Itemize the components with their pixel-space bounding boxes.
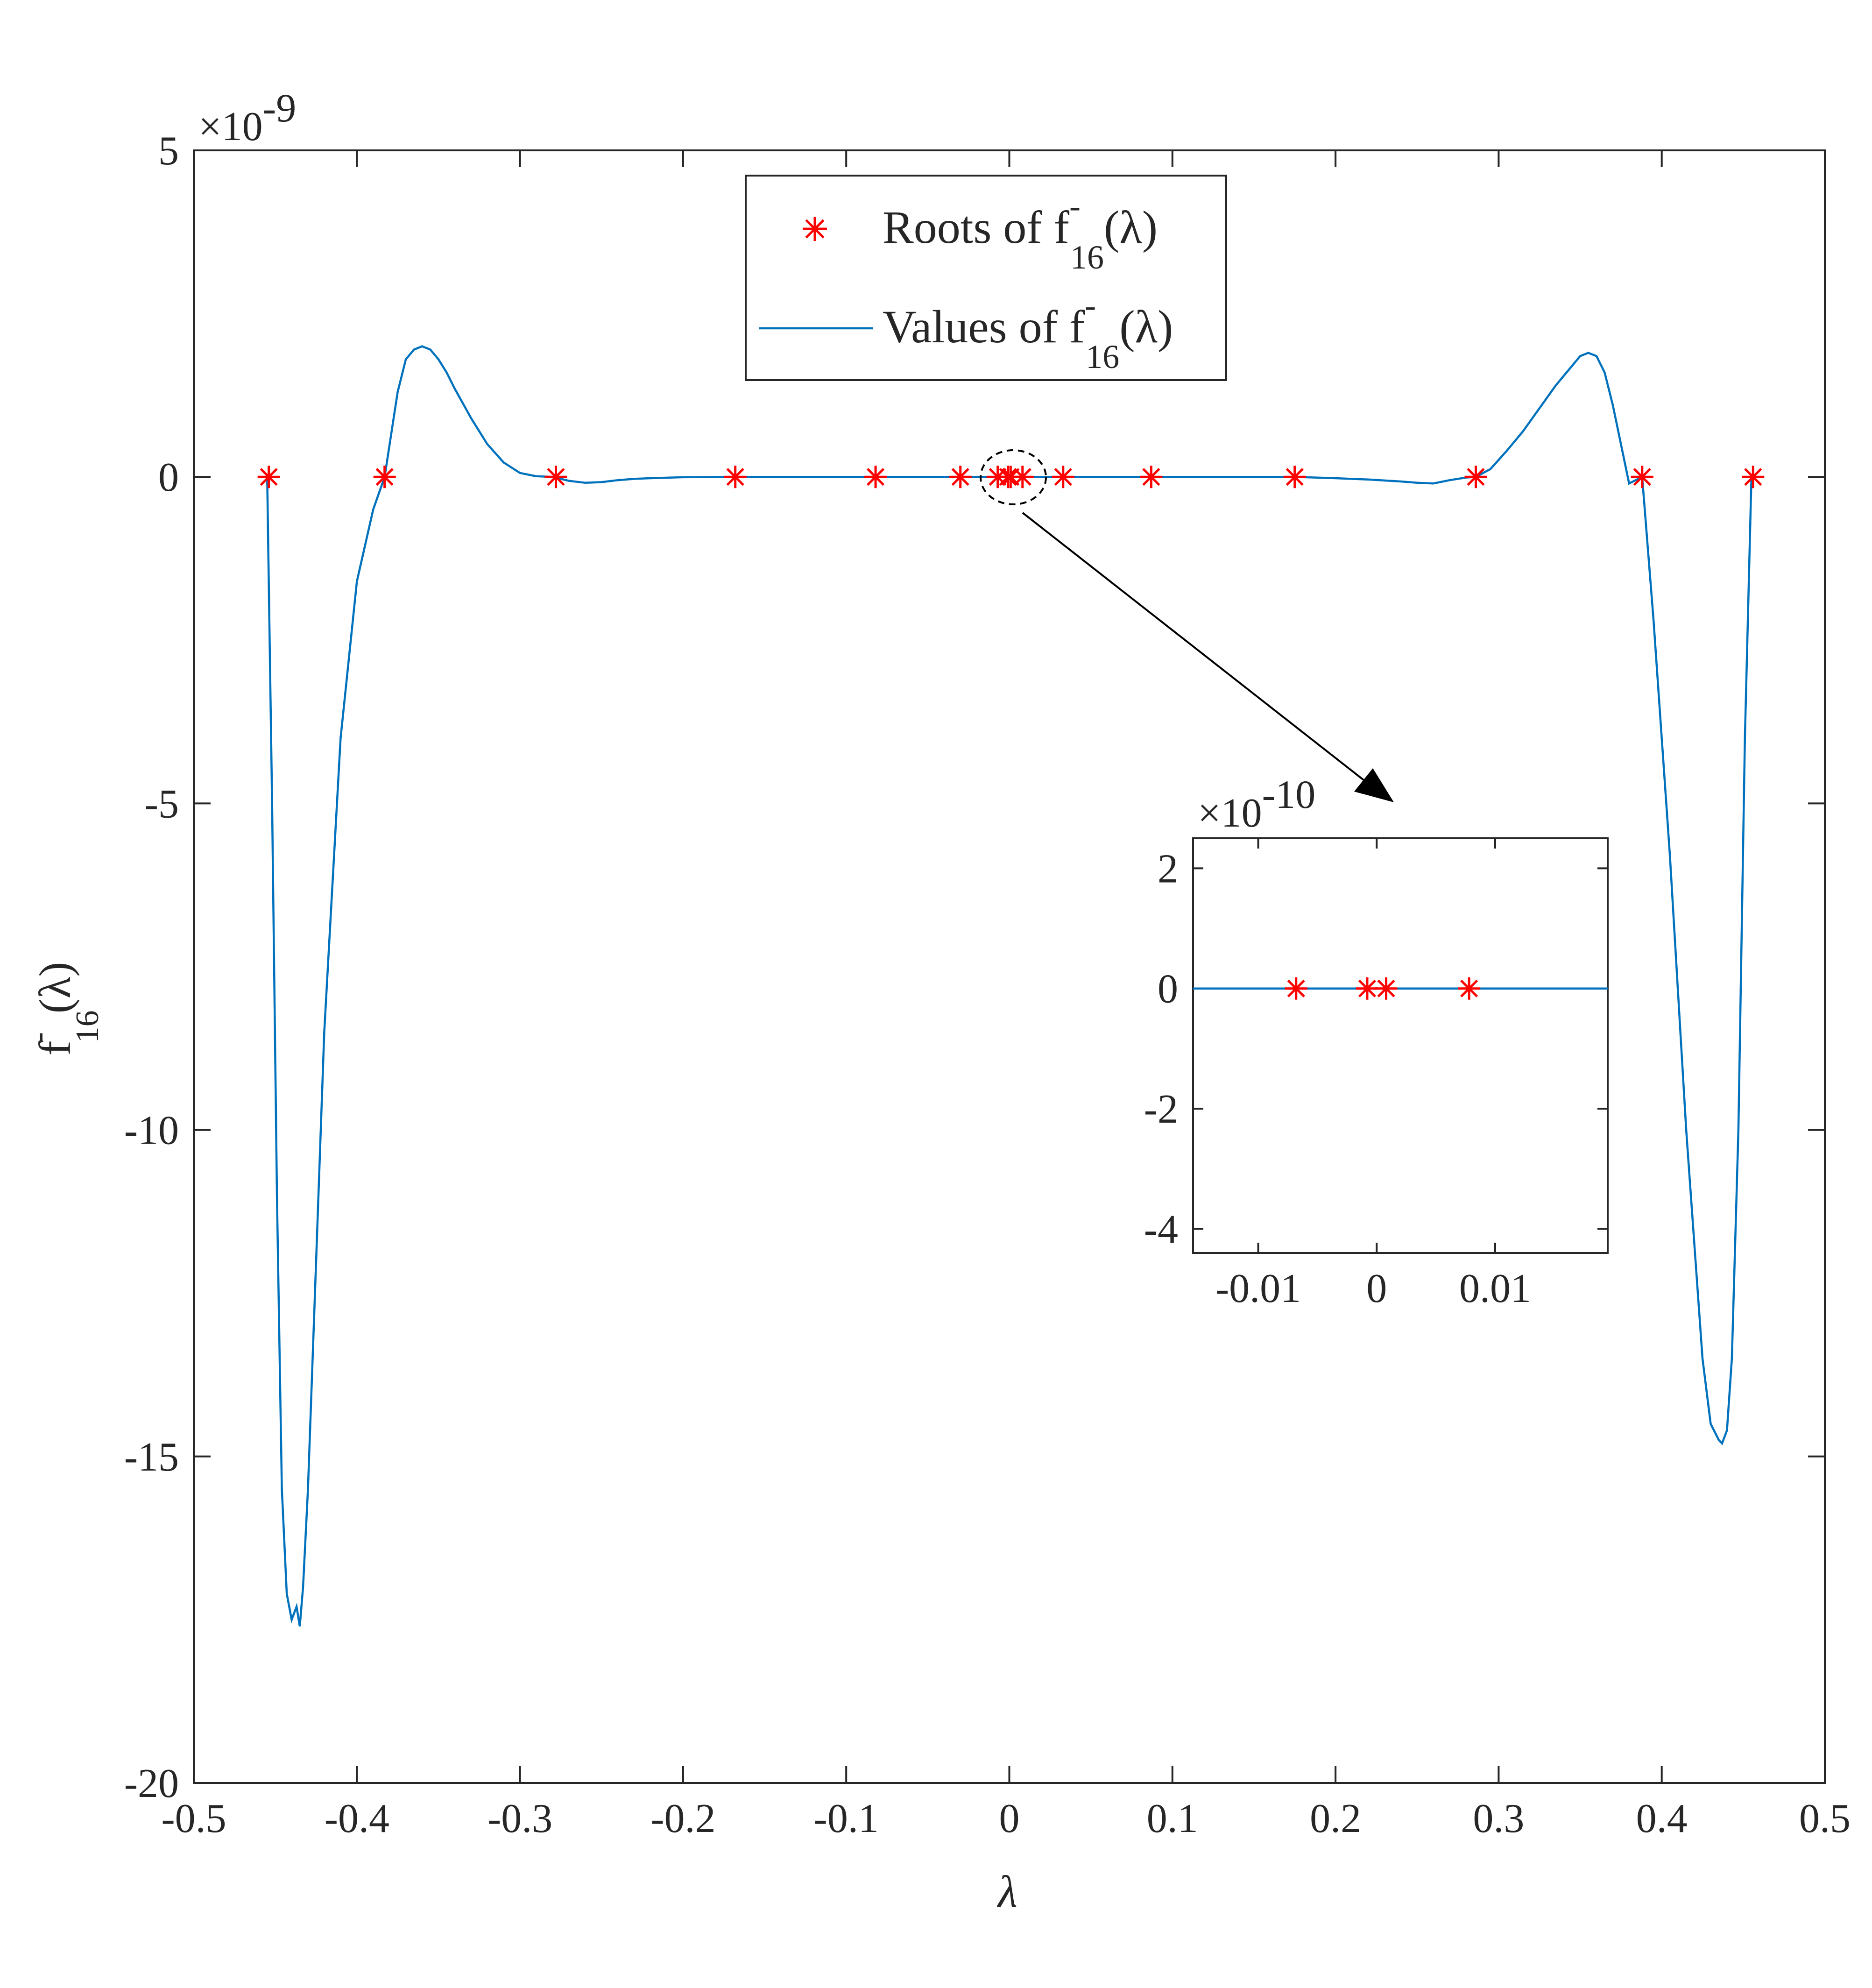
y-tick-label: 0	[158, 455, 179, 500]
x-tick-labels: -0.5 -0.4 -0.3 -0.2 -0.1 0 0.1 0.2 0.3 0.4 0.5	[161, 1796, 1851, 1841]
inset-y-tick-label: 2	[1158, 846, 1178, 891]
inset-x-tick-labels: -0.01 0 0.01	[1215, 1266, 1531, 1311]
legend-roots-sub: 16	[1070, 239, 1104, 276]
inset-root-marker	[1375, 977, 1398, 1000]
root-marker	[1464, 466, 1487, 488]
y-tick-label: -10	[124, 1108, 179, 1153]
y-exponent-label: ×10-9	[198, 85, 296, 149]
main-ticks	[193, 149, 1826, 1784]
root-marker	[1631, 466, 1653, 488]
x-tick-label: -0.3	[487, 1796, 552, 1841]
x-tick-label: 0.4	[1636, 1796, 1688, 1841]
legend-values-sub: 16	[1086, 338, 1119, 375]
inset-x-tick-label: 0	[1366, 1266, 1387, 1311]
root-marker	[257, 466, 280, 488]
y-axis-label-sup: -	[21, 1032, 57, 1043]
inset-y-exponent-label: ×10-10	[1198, 772, 1315, 836]
x-tick-label: -0.2	[650, 1796, 715, 1841]
y-axis-label: f16 - (λ)	[21, 962, 106, 1056]
zoom-ellipse	[980, 449, 1047, 505]
root-marker	[373, 466, 396, 488]
y-axis-label-sub: 16	[70, 1010, 106, 1043]
y-tick-label: -15	[124, 1435, 179, 1480]
legend-values-prefix: Values of f	[883, 301, 1085, 353]
inset-root-marker	[1285, 977, 1307, 1000]
legend-asterisk	[803, 217, 827, 241]
y-tick-label: -20	[124, 1761, 179, 1806]
inset-axes: -0.01 0 0.01 2 0 -2 -4	[1144, 837, 1609, 1311]
inset-x-tick-label: 0.01	[1459, 1266, 1531, 1311]
root-marker	[544, 466, 567, 488]
root-marker	[1011, 466, 1034, 488]
legend-values-suffix: (λ)	[1119, 301, 1173, 353]
legend-box	[745, 175, 1227, 381]
x-tick-label: -0.5	[161, 1796, 226, 1841]
inset-plot-frame	[1192, 837, 1609, 1254]
inset-root-marker	[1356, 977, 1378, 1000]
y-tick-label: -5	[145, 781, 179, 827]
legend-roots-sup: -	[1069, 187, 1081, 225]
x-tick-label: 0.1	[1147, 1796, 1198, 1841]
inset-y-tick-label: -2	[1144, 1087, 1178, 1132]
legend-values-sup: -	[1085, 287, 1096, 324]
zoom-arrow-head	[1354, 768, 1394, 802]
legend-entry-roots: Roots of f- 16(λ)	[803, 187, 1158, 276]
legend-entry-values: Values of f- 16(λ)	[759, 287, 1173, 375]
y-axis-label-arg: (λ)	[30, 962, 80, 1013]
inset-root-marker	[1458, 977, 1481, 1000]
legend-roots-suffix: (λ)	[1104, 201, 1158, 253]
x-axis-label: λ	[996, 1867, 1017, 1917]
y-exponent-prefix: ×10	[198, 104, 263, 149]
inset-x-tick-label: -0.01	[1215, 1266, 1301, 1311]
y-axis-label-base: f	[30, 1040, 80, 1055]
y-exponent-power: -9	[263, 85, 297, 130]
x-tick-label: 0.5	[1799, 1796, 1851, 1841]
main-axes: -0.5 -0.4 -0.3 -0.2 -0.1 0 0.1 0.2 0.3 0.4 0.5 50-…	[124, 128, 1851, 1841]
root-marker	[724, 466, 747, 488]
zoom-arrow-line	[1022, 512, 1364, 781]
legend-asterisk-marker	[803, 217, 827, 241]
x-tick-label: -0.4	[325, 1796, 389, 1841]
inset-y-tick-label: -4	[1144, 1207, 1178, 1252]
inset-y-exponent-prefix: ×10	[1198, 791, 1262, 836]
svg-text:f16-(λ): f16 - (λ)	[21, 962, 106, 1056]
root-marker	[1742, 466, 1765, 488]
x-tick-label: 0.2	[1310, 1796, 1361, 1841]
y-tick-labels: 5 0 -5 -10 -15 -20	[124, 128, 179, 1806]
inset-y-exponent-power: -10	[1262, 772, 1316, 817]
inset-y-tick-labels: 2 0 -2 -4	[1144, 846, 1178, 1252]
y-tick-label: 5	[158, 128, 179, 174]
legend-roots-prefix: Roots of f	[883, 201, 1070, 253]
root-marker	[1052, 466, 1074, 488]
x-tick-label: 0	[999, 1796, 1020, 1841]
root-markers	[257, 466, 1765, 488]
x-tick-label: 0.3	[1473, 1796, 1524, 1841]
inset-y-tick-label: 0	[1158, 967, 1178, 1012]
root-marker	[864, 466, 887, 488]
inset-root-markers	[1285, 977, 1481, 1000]
root-marker	[1140, 466, 1163, 488]
x-tick-label: -0.1	[814, 1796, 879, 1841]
root-marker	[1283, 466, 1306, 488]
svg-text:Roots of f-16(λ): Roots of f- 16(λ)	[883, 187, 1158, 276]
values-line	[266, 345, 1753, 1627]
root-marker	[949, 466, 972, 488]
legend: Roots of f-16(λ) Values of f-16(λ)	[745, 175, 1227, 381]
svg-text:Values of f-16(λ): Values of f- 16(λ)	[883, 287, 1173, 375]
